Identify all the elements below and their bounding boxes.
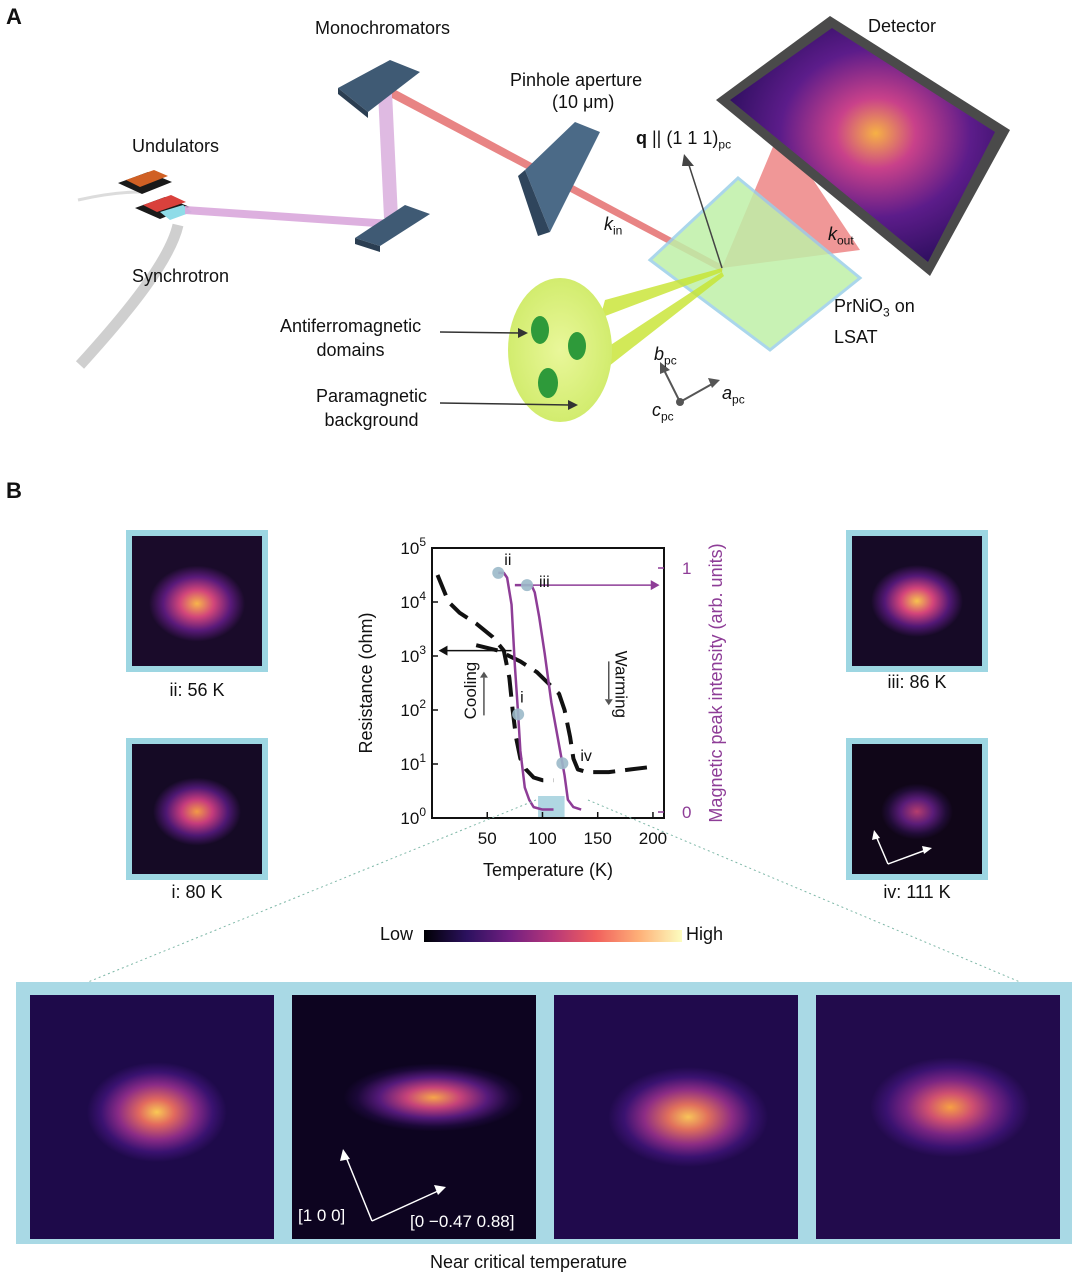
afm-domain-2 [568,332,586,360]
colorbar [424,930,682,942]
label-a-axis: apc [722,383,745,407]
thumbnail-iv [846,738,988,880]
setup-diagram [75,16,1010,422]
watermark: 大数跨境 [52,1252,124,1272]
monochromator-bottom-icon [355,205,430,252]
speckle-image-4 [816,995,1060,1239]
label-synchrotron: Synchrotron [132,266,230,286]
panel-b-letter: B [6,478,22,503]
label-pinhole-2: (10 μm) [552,92,615,112]
caption-ii: ii: 56 K [169,680,225,700]
colorbar-low: Low [380,924,414,944]
thumbnail-ii [126,530,268,672]
label-sample: PrNiO3 on LSAT [834,296,915,347]
label-b-axis: bpc [654,344,677,368]
synchrotron-ring [75,223,184,369]
label-detector: Detector [868,16,937,36]
pc-axes-icon [660,362,720,406]
caption-iv: iv: 111 K [883,882,951,902]
monochromator-top-icon [338,60,420,118]
afm-arrow [439,331,521,334]
sample-slab [647,176,863,352]
thumbnail-iii [846,530,988,672]
undulators-icon [118,170,192,220]
label-k-out: kout [828,224,854,248]
label-c-axis: cpc [652,400,674,424]
domain-oval [508,278,612,422]
thumbnail-iv-axes [872,830,932,865]
synchrotron-ring-top [77,190,141,202]
label-pinhole-1: Pinhole aperture [510,70,643,90]
label-monochromators: Monochromators [315,18,451,38]
detector-icon [716,16,1010,276]
label-undulators: Undulators [132,136,220,156]
para-arrow [439,402,571,406]
thumbnail-i [126,738,268,880]
speckle-axes [340,1149,446,1222]
label-k-in: kin [604,214,623,238]
beam-afm [600,268,722,318]
caption-iii: iii: 86 K [887,672,947,692]
speckle-axis-left: [1 0 0] [298,1206,346,1225]
label-afm-domains: Antiferromagnetic domains [280,316,422,360]
q-vector [687,161,723,269]
speckle-axis-right: [0 −0.47 0.88] [410,1212,515,1231]
speckle-image-1 [30,995,274,1239]
afm-domain-3 [538,368,558,398]
pinhole-icon [518,122,600,236]
afm-domain-1 [531,316,549,344]
bottom-caption: Near critical temperature [430,1252,628,1272]
beam-para [600,272,724,370]
speckle-image-3 [554,995,798,1239]
label-q-vector: q || (1 1 1)pc [636,128,732,152]
panel-a-letter: A [6,4,22,29]
zoom-connectors [87,799,1021,983]
beam-mono [378,92,398,218]
colorbar-high: High [686,924,724,944]
speckle-image-2 [292,995,536,1239]
label-para-background: Paramagnetic background [316,386,428,430]
beam-undulator [185,206,392,228]
caption-i: i: 80 K [171,882,223,902]
